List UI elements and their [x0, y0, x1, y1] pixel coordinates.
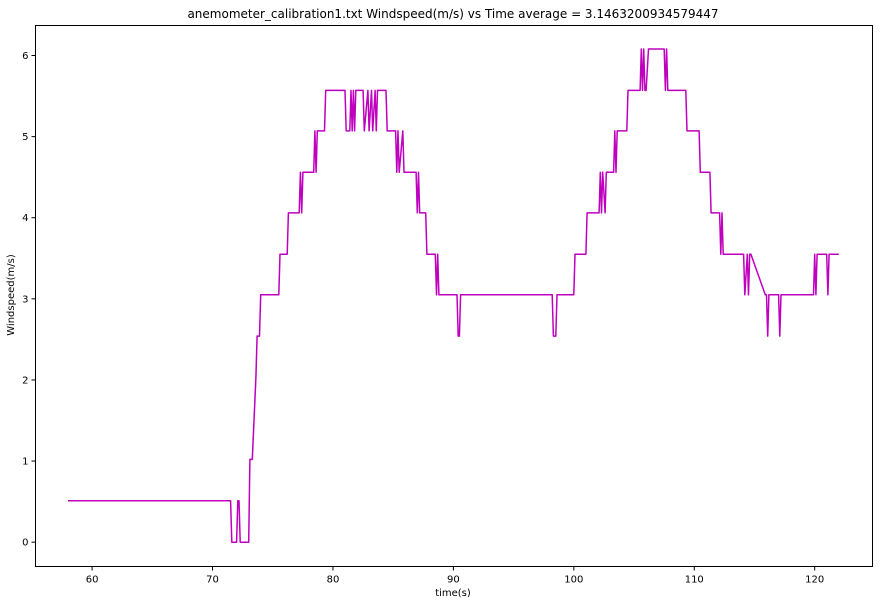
x-axis-label: time(s) — [435, 588, 471, 599]
y-tick-label: 4 — [22, 213, 28, 224]
y-axis-ticks: 0 1 2 3 4 5 6 — [22, 51, 36, 549]
y-tick-label: 2 — [22, 375, 28, 386]
y-tick-label: 3 — [22, 294, 28, 305]
x-tick-label: 70 — [206, 575, 219, 586]
y-axis-label: Windspeed(m/s) — [6, 254, 17, 336]
plot-area-frame — [35, 25, 873, 567]
x-tick-label: 90 — [447, 575, 460, 586]
x-axis-ticks: 60 70 80 90 100 110 120 — [86, 566, 824, 586]
y-tick-label: 0 — [22, 538, 28, 549]
chart-title: anemometer_calibration1.txt Windspeed(m/… — [187, 7, 718, 21]
y-tick-label: 6 — [22, 51, 28, 62]
y-tick-label: 5 — [22, 132, 28, 143]
windspeed-series-line — [68, 48, 839, 543]
x-tick-label: 120 — [805, 575, 824, 586]
x-tick-label: 80 — [327, 575, 340, 586]
x-tick-label: 60 — [86, 575, 99, 586]
y-tick-label: 1 — [22, 457, 28, 468]
x-tick-label: 100 — [564, 575, 583, 586]
x-tick-label: 110 — [685, 575, 704, 586]
